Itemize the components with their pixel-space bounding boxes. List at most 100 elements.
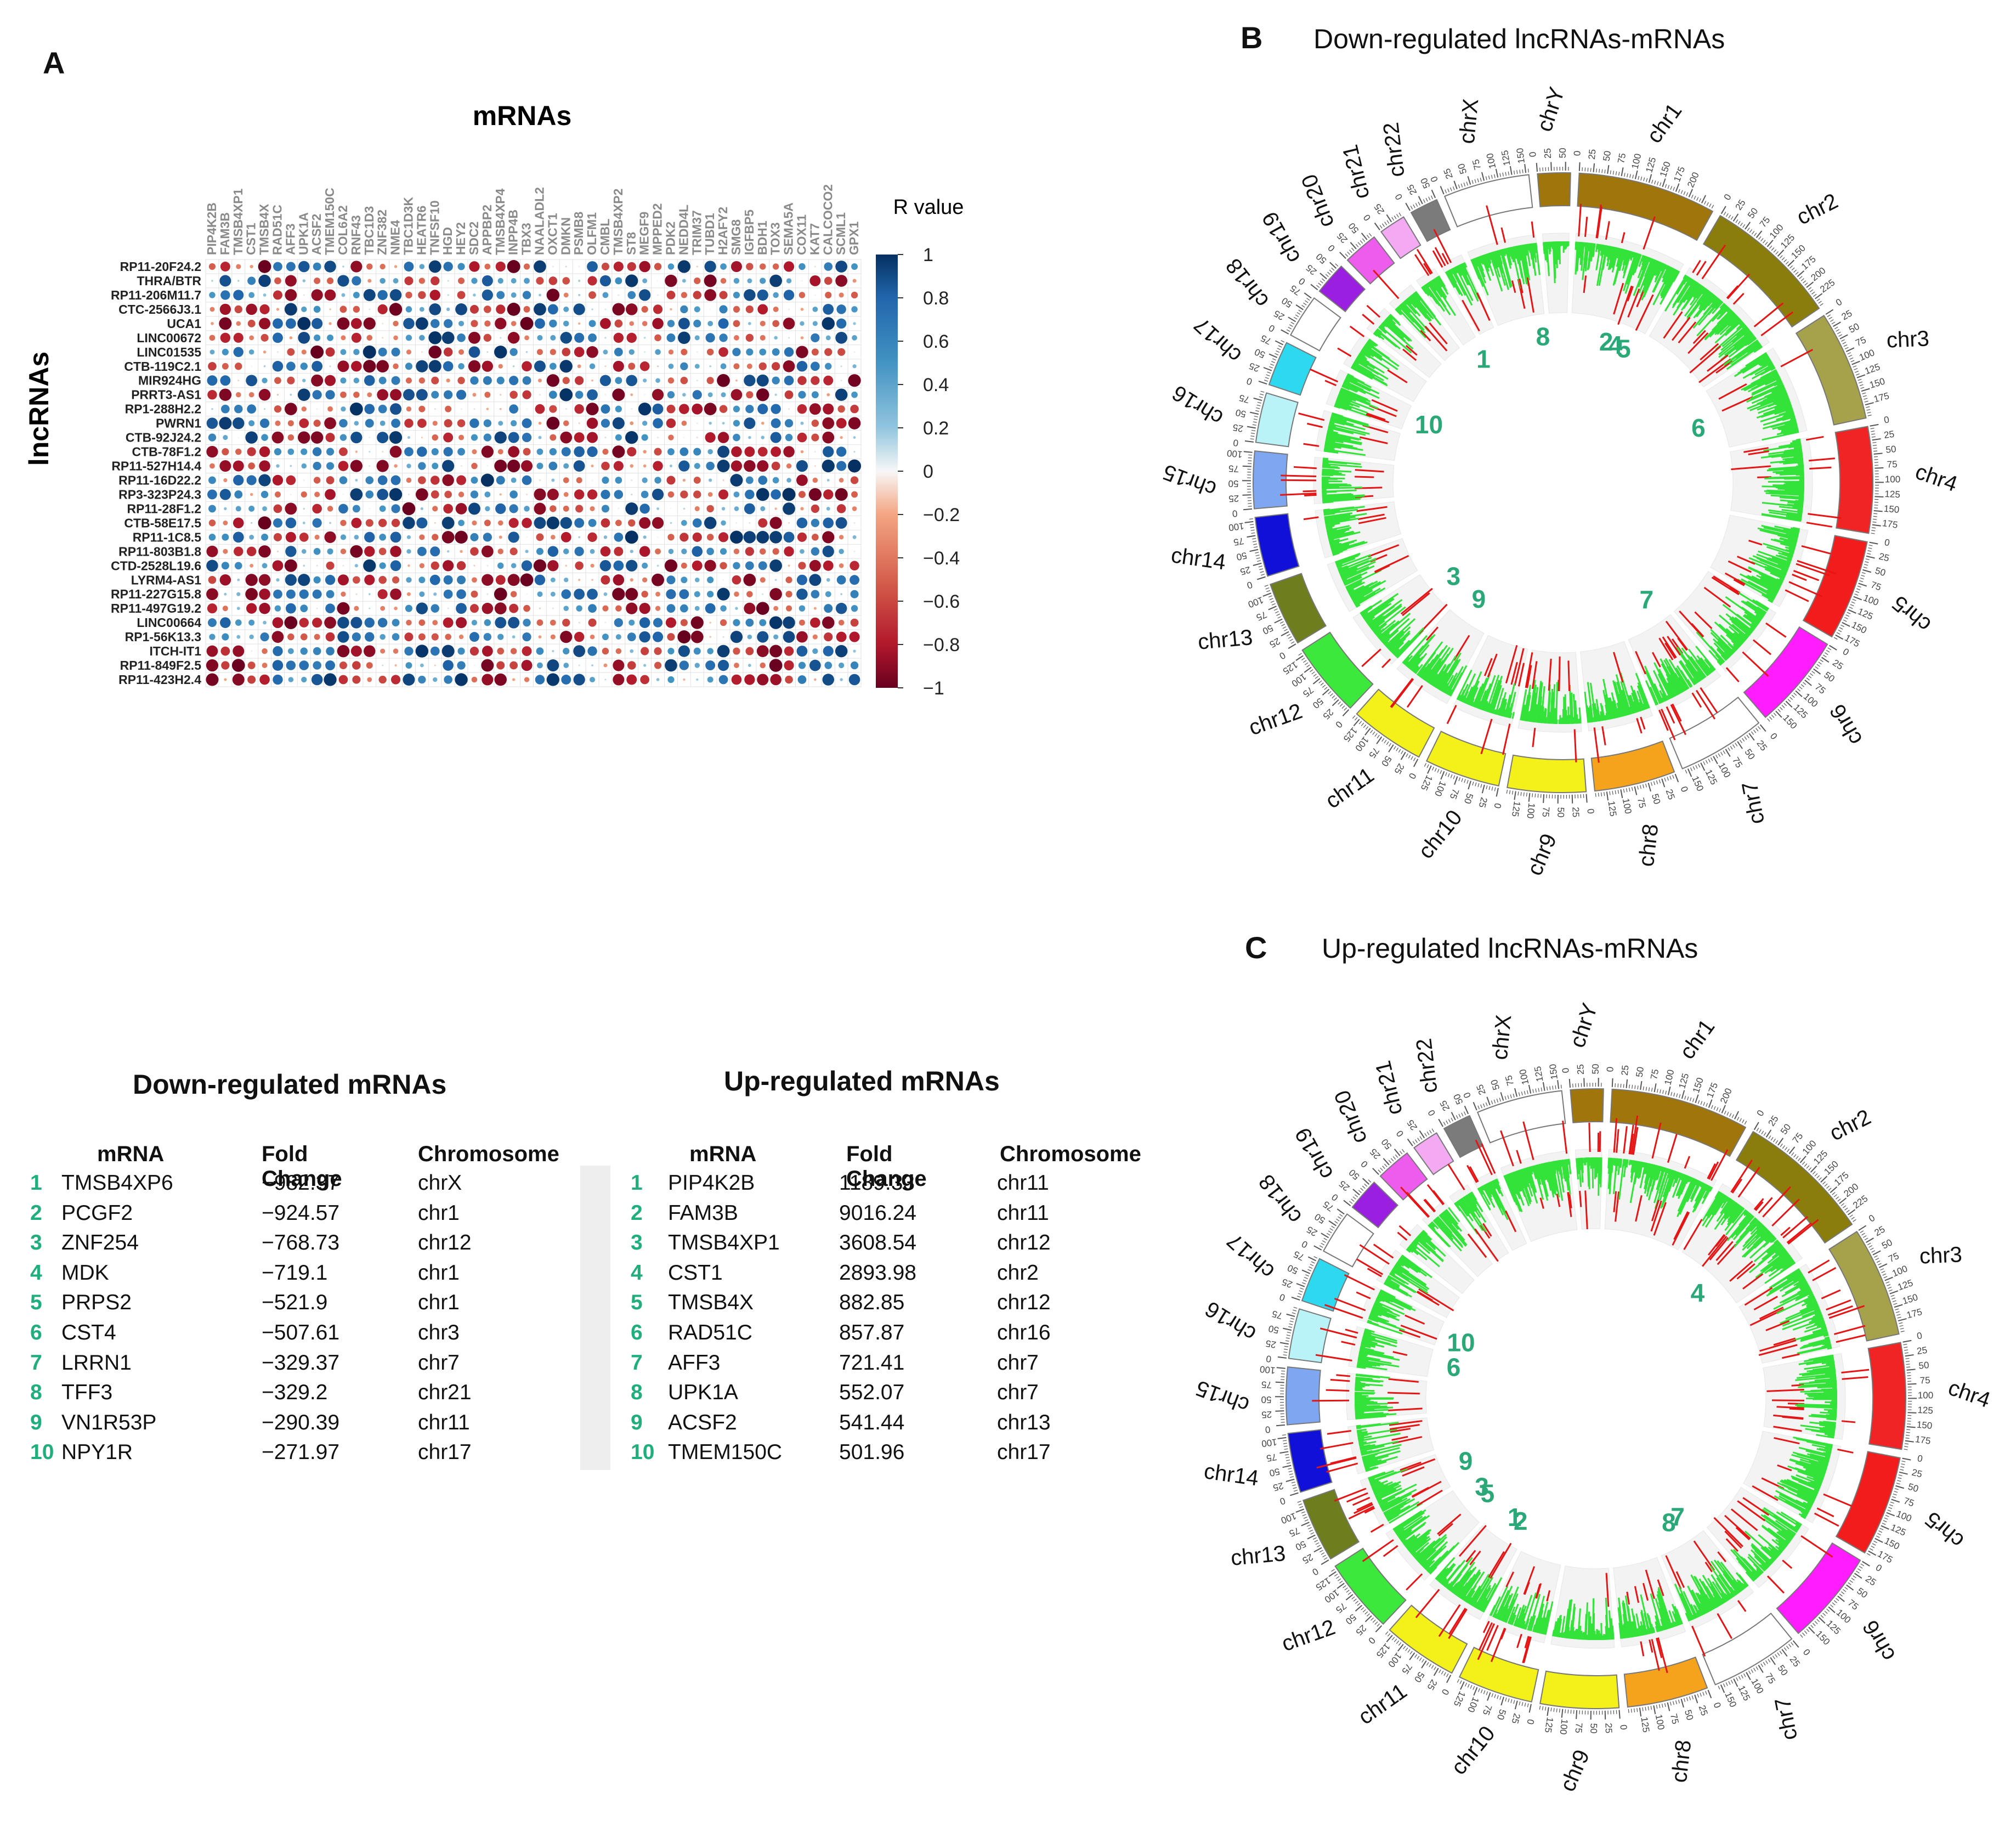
ideogram-tick — [1329, 693, 1333, 697]
histogram-bar-red — [1787, 1219, 1819, 1245]
heatmap-dot — [314, 277, 321, 284]
heatmap-dot — [539, 607, 541, 609]
ideogram-tick — [1320, 273, 1327, 280]
ideogram-tick-label: 50 — [1311, 696, 1326, 711]
heatmap-dot — [393, 363, 399, 370]
ideogram-tick — [1325, 274, 1329, 277]
ideogram-tick — [1333, 697, 1337, 701]
heatmap-dot — [221, 661, 230, 670]
ideogram-tick — [1615, 790, 1616, 794]
heatmap-dot — [298, 574, 310, 586]
ideogram-tick — [1901, 1463, 1905, 1465]
histogram-bar-green — [1720, 1196, 1730, 1209]
ideogram-tick — [1262, 592, 1272, 597]
ideogram-tick-label: 125 — [1644, 156, 1658, 174]
histogram-bar-green — [1782, 1314, 1822, 1331]
heatmap-dot — [694, 577, 700, 583]
heatmap-dot — [534, 360, 546, 372]
histogram-bar-red — [1736, 1263, 1755, 1280]
heatmap-dot — [286, 589, 296, 599]
heatmap-dot — [812, 634, 818, 640]
heatmap-dot — [363, 345, 376, 359]
heatmap-dot — [508, 432, 519, 443]
ideogram-tick — [1264, 380, 1269, 382]
ideogram-tick — [1386, 220, 1390, 224]
ideogram-tick-label: 0 — [1245, 579, 1254, 591]
heatmap-dot — [811, 504, 819, 513]
histogram-bar-red — [1737, 556, 1755, 565]
histogram-bar-green — [1722, 604, 1755, 630]
heatmap-dot — [206, 417, 218, 429]
heatmap-dot — [613, 560, 624, 571]
heatmap-dot — [707, 576, 714, 584]
ideogram-tick — [1826, 1185, 1830, 1189]
heatmap-dot — [639, 504, 650, 514]
ideogram-tick — [1831, 321, 1836, 325]
histogram-bar-red — [1366, 412, 1386, 421]
ideogram-tick — [1902, 1457, 1911, 1461]
heatmap-column-label: TBC1D3K — [401, 197, 415, 255]
heatmap-dot — [747, 321, 751, 325]
ideogram-tick — [1631, 787, 1633, 791]
heatmap-dot — [246, 546, 257, 557]
heatmap-dot — [495, 575, 506, 585]
ideogram-tick — [1281, 329, 1289, 335]
histogram-bar-green — [1726, 1212, 1751, 1241]
heatmap-dot — [224, 507, 227, 511]
heatmap-dot — [223, 478, 228, 483]
heatmap-dot — [692, 532, 702, 542]
ideogram-tick — [1345, 253, 1349, 257]
ideogram-tick — [1695, 765, 1698, 769]
heatmap-dot — [576, 605, 582, 612]
heatmap-dot — [784, 546, 794, 557]
heatmap-dot — [667, 676, 675, 683]
heatmap-dot — [565, 408, 567, 410]
heatmap-dot — [473, 408, 475, 410]
ideogram-chrX — [1443, 174, 1533, 228]
heatmap-dot — [407, 436, 410, 439]
heatmap-dot — [734, 335, 739, 341]
heatmap-dot — [211, 321, 214, 325]
ideogram-tick — [1901, 1461, 1906, 1462]
heatmap-dot — [615, 277, 622, 285]
heatmap-dot — [590, 549, 595, 554]
heatmap-dot — [756, 530, 769, 544]
histogram-bar-red — [1827, 1305, 1853, 1316]
heatmap-dot — [341, 591, 346, 597]
heatmap-dot — [382, 337, 384, 339]
heatmap-dot — [342, 493, 344, 495]
ideogram-tick — [1842, 342, 1847, 344]
ideogram-tick — [1427, 765, 1432, 774]
ideogram-tick — [1894, 1488, 1899, 1490]
ideogram-tick — [1328, 691, 1332, 694]
heatmap-dot — [300, 647, 308, 655]
heatmap-dot — [248, 292, 255, 298]
heatmap-dot — [835, 388, 848, 401]
ideogram-tick — [1898, 1318, 1907, 1322]
ideogram-tick — [1474, 179, 1476, 183]
heatmap-dot — [391, 518, 400, 528]
heatmap-dot — [798, 662, 806, 669]
heatmap-dot — [625, 431, 638, 444]
heatmap-dot — [614, 532, 624, 542]
heatmap-dot — [380, 606, 386, 611]
chromosome-label: chr1 — [1642, 99, 1686, 148]
heatmap-dot — [507, 459, 520, 473]
heatmap-dot — [508, 446, 520, 457]
heatmap-dot — [310, 345, 324, 359]
heatmap-dot — [417, 546, 427, 556]
histogram-bar-green — [1527, 710, 1531, 722]
heatmap-dot — [364, 375, 375, 386]
heatmap-dot — [511, 563, 517, 569]
ideogram-tick — [1861, 388, 1870, 392]
ideogram-tick — [1452, 186, 1455, 190]
heatmap-dot — [337, 317, 350, 330]
ideogram-tick — [1900, 1331, 1905, 1332]
histogram-bar-red — [1759, 1339, 1797, 1352]
heatmap-dot — [772, 320, 779, 327]
heatmap-dot — [735, 607, 738, 610]
ideogram-tick — [1687, 1096, 1689, 1101]
heatmap-dot — [434, 408, 436, 410]
histogram-bar-red — [1670, 704, 1686, 736]
histogram-bar-red — [1307, 422, 1323, 428]
